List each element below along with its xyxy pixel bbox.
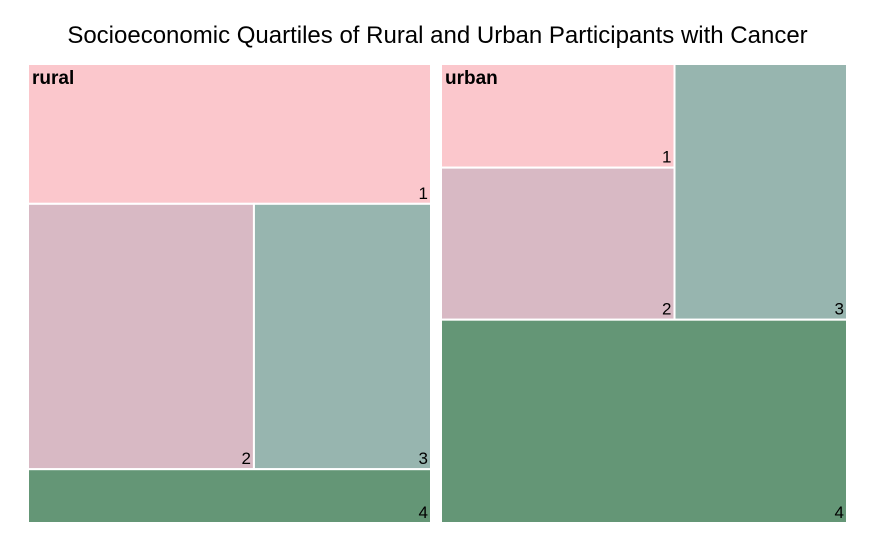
tile-urban-2 (440, 166, 676, 321)
tile-label-urban-3: 3 (835, 300, 844, 319)
tile-urban-1 (440, 63, 676, 169)
tile-rural-1 (27, 63, 432, 205)
tile-label-urban-4: 4 (835, 503, 844, 522)
tile-label-rural-2: 2 (241, 449, 250, 468)
tile-label-rural-3: 3 (419, 449, 428, 468)
tile-rural-2 (27, 202, 255, 471)
tile-label-urban-2: 2 (662, 300, 671, 319)
tile-rural-3 (252, 202, 432, 471)
tile-label-rural-1: 1 (419, 184, 428, 203)
tile-rural-4 (27, 468, 432, 525)
chart-title: Socioeconomic Quartiles of Rural and Urb… (67, 22, 808, 49)
group-label-rural: rural (32, 68, 74, 89)
tile-urban-4 (440, 318, 848, 524)
tile-label-urban-1: 1 (662, 148, 671, 167)
tile-urban-3 (673, 63, 849, 321)
group-label-urban: urban (445, 68, 498, 89)
tile-label-rural-4: 4 (419, 503, 428, 522)
